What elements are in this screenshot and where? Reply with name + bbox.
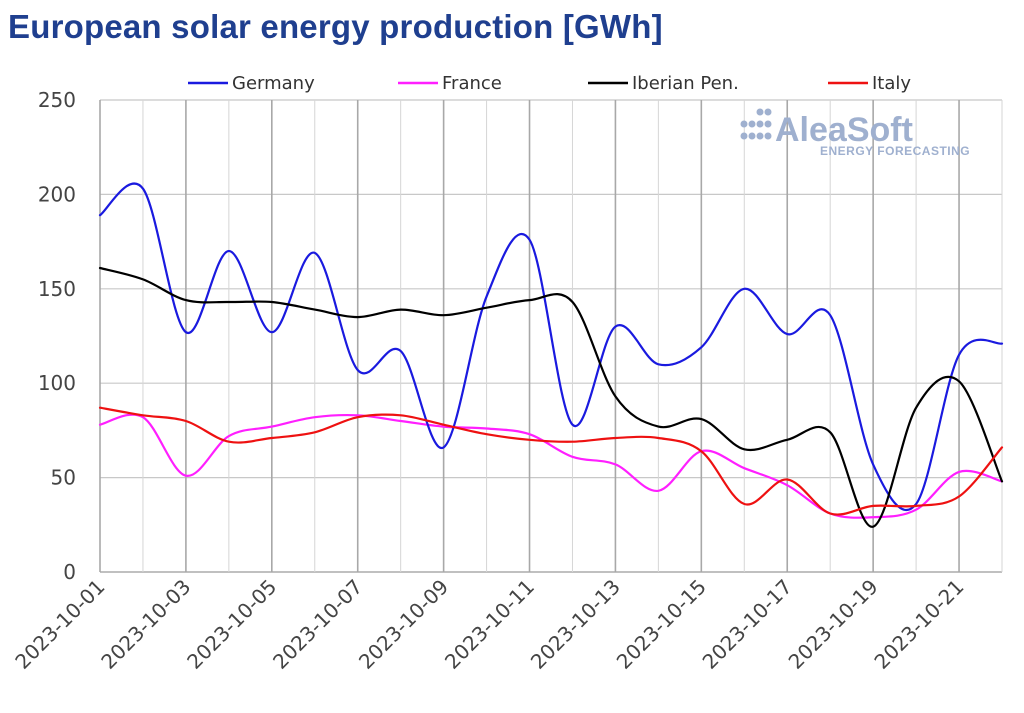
- x-tick-label: 2023-10-03: [96, 575, 195, 674]
- y-axis: 0 50 100 150 200 250: [38, 88, 76, 584]
- x-tick-label: 2023-10-09: [354, 575, 453, 674]
- legend-label-germany: Germany: [232, 73, 315, 94]
- logo-text: AleaSoft: [775, 111, 913, 149]
- chart-grid: [99, 99, 1003, 573]
- y-tick-label: 150: [38, 277, 76, 301]
- legend-label-italy: Italy: [872, 73, 911, 94]
- x-axis: 2023-10-012023-10-032023-10-052023-10-07…: [10, 575, 968, 674]
- y-tick-label: 250: [38, 88, 76, 112]
- y-tick-label: 0: [63, 560, 76, 584]
- x-tick-label: 2023-10-19: [784, 575, 883, 674]
- legend-label-france: France: [442, 73, 502, 94]
- x-tick-label: 2023-10-11: [440, 575, 539, 674]
- logo-subtext: ENERGY FORECASTING: [820, 144, 970, 158]
- x-tick-label: 2023-10-15: [612, 575, 711, 674]
- x-tick-label: 2023-10-17: [698, 575, 797, 674]
- x-tick-label: 2023-10-13: [526, 575, 625, 674]
- series-line-germany: [98, 182, 1004, 512]
- series-line-france: [98, 413, 1004, 519]
- logo-dots-icon: [740, 108, 772, 140]
- aleasoft-logo: AleaSoft ENERGY FORECASTING: [740, 108, 970, 158]
- series-line-italy: [98, 406, 1004, 516]
- x-tick-label: 2023-10-21: [869, 575, 968, 674]
- x-tick-label: 2023-10-01: [10, 575, 109, 674]
- x-tick-label: 2023-10-07: [268, 575, 367, 674]
- chart-legend: Germany France Iberian Pen. Italy: [188, 73, 911, 94]
- chart-title: European solar energy production [GWh]: [8, 8, 663, 45]
- series-line-iberian-pen: [98, 266, 1004, 528]
- series-lines: [98, 182, 1004, 528]
- legend-label-iberian-pen: Iberian Pen.: [632, 73, 739, 94]
- x-tick-label: 2023-10-05: [182, 575, 281, 674]
- y-tick-label: 100: [38, 371, 76, 395]
- y-tick-label: 200: [38, 182, 76, 206]
- y-tick-label: 50: [51, 466, 76, 490]
